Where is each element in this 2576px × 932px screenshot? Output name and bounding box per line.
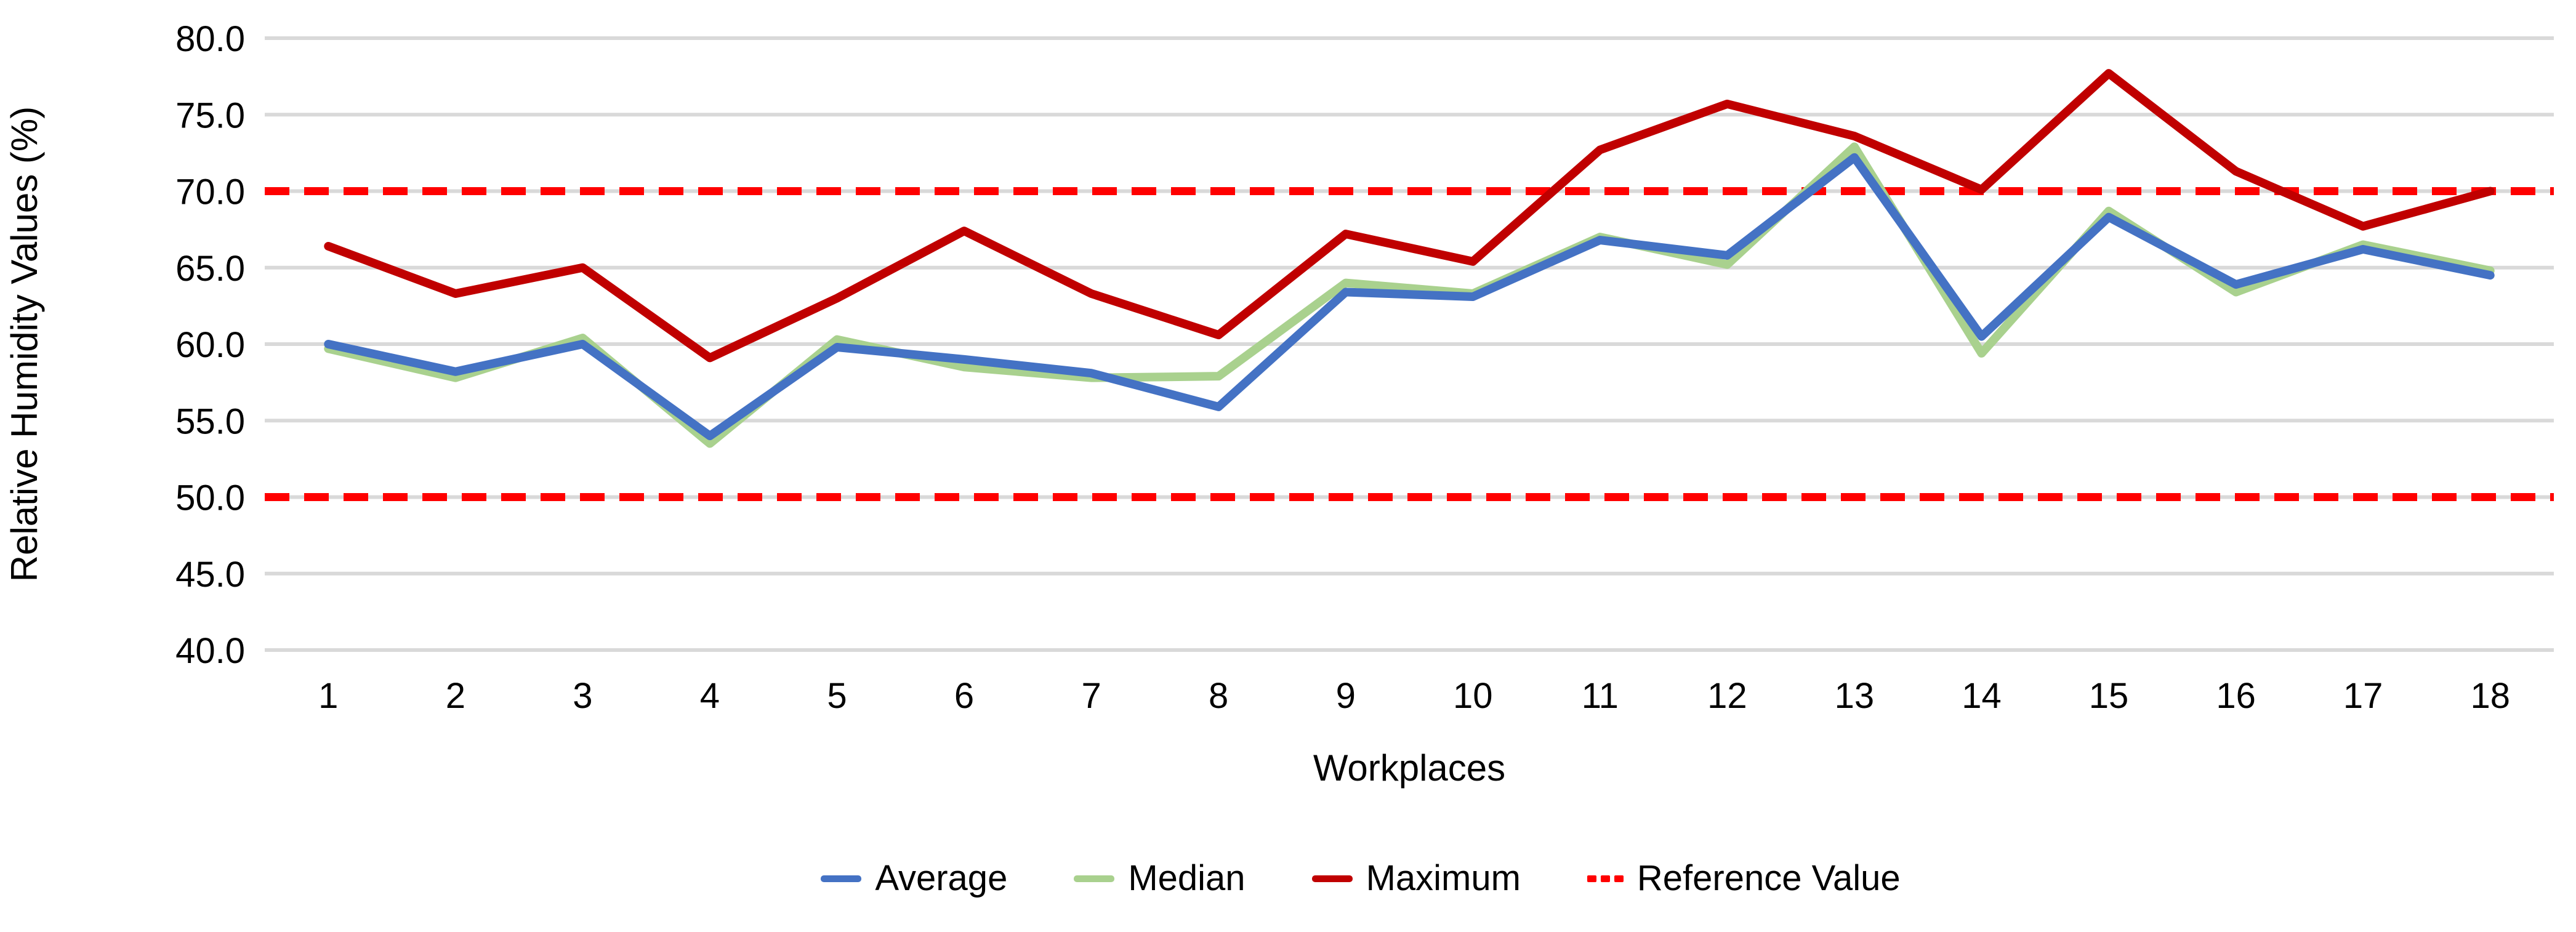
legend-line-swatch: [1311, 875, 1353, 882]
legend-dash-segment: [1600, 875, 1610, 882]
legend-dashed-line-swatch: [1587, 875, 1624, 882]
y-tick-label: 75.0: [175, 95, 245, 135]
y-tick-label: 60.0: [175, 325, 245, 365]
legend-label: Reference Value: [1636, 858, 1901, 898]
x-tick-label: 12: [1707, 676, 1747, 716]
x-tick-label: 3: [573, 676, 592, 716]
x-tick-label: 8: [1209, 676, 1228, 716]
legend-item-average: Average: [821, 861, 1007, 896]
y-tick-label: 40.0: [175, 631, 245, 671]
y-tick-label: 80.0: [175, 19, 245, 59]
x-tick-label: 16: [2216, 676, 2256, 716]
chart-legend: Average Median Maximum Reference Value: [0, 861, 2576, 896]
x-tick-label: 17: [2343, 676, 2383, 716]
x-tick-label: 7: [1081, 676, 1101, 716]
y-axis-title: Relative Humidity Values (%): [4, 106, 45, 582]
gridlines-layer: [265, 36, 2554, 652]
x-tick-label: 13: [1835, 676, 1875, 716]
y-tick-label: 65.0: [175, 249, 245, 289]
x-tick-label: 9: [1336, 676, 1356, 716]
y-axis-tick-labels: 40.0 45.0 50.0 55.0 60.0 65.0 70.0 75.0 80.0: [175, 19, 245, 671]
y-tick-label: 50.0: [175, 478, 245, 518]
series-line-average: [324, 153, 2495, 441]
series-lines-layer: [324, 69, 2495, 448]
x-tick-label: 1: [318, 676, 338, 716]
x-tick-label: 15: [2089, 676, 2129, 716]
x-tick-label: 5: [827, 676, 847, 716]
legend-dash-segment: [1587, 875, 1596, 882]
x-tick-label: 10: [1453, 676, 1493, 716]
y-tick-label: 55.0: [175, 401, 245, 441]
legend-dash-segment: [1614, 875, 1624, 882]
x-tick-label: 18: [2470, 676, 2510, 716]
y-tick-label: 45.0: [175, 555, 245, 595]
legend-label: Median: [1128, 858, 1246, 898]
legend-line-swatch: [1074, 875, 1115, 882]
x-axis-tick-labels: 1 2 3 4 5 6 7 8 9 10 11 12 13 14 15 16 17 18: [318, 676, 2510, 716]
x-tick-label: 2: [446, 676, 465, 716]
x-tick-label: 11: [1582, 676, 1619, 716]
series-line-maximum: [324, 69, 2495, 363]
legend-label: Maximum: [1366, 858, 1521, 898]
x-tick-label: 6: [954, 676, 974, 716]
x-axis-title: Workplaces: [1313, 747, 1505, 789]
legend-item-maximum: Maximum: [1311, 858, 1521, 898]
legend-label: Average: [875, 858, 1008, 898]
reference-lines-layer: [265, 187, 2554, 501]
y-tick-label: 70.0: [175, 172, 245, 212]
legend-line-swatch: [821, 875, 862, 882]
x-tick-label: 14: [1962, 676, 2002, 716]
legend-item-median: Median: [1074, 858, 1246, 898]
x-tick-label: 4: [700, 676, 720, 716]
legend-item-reference-value: Reference Value: [1587, 861, 1901, 896]
